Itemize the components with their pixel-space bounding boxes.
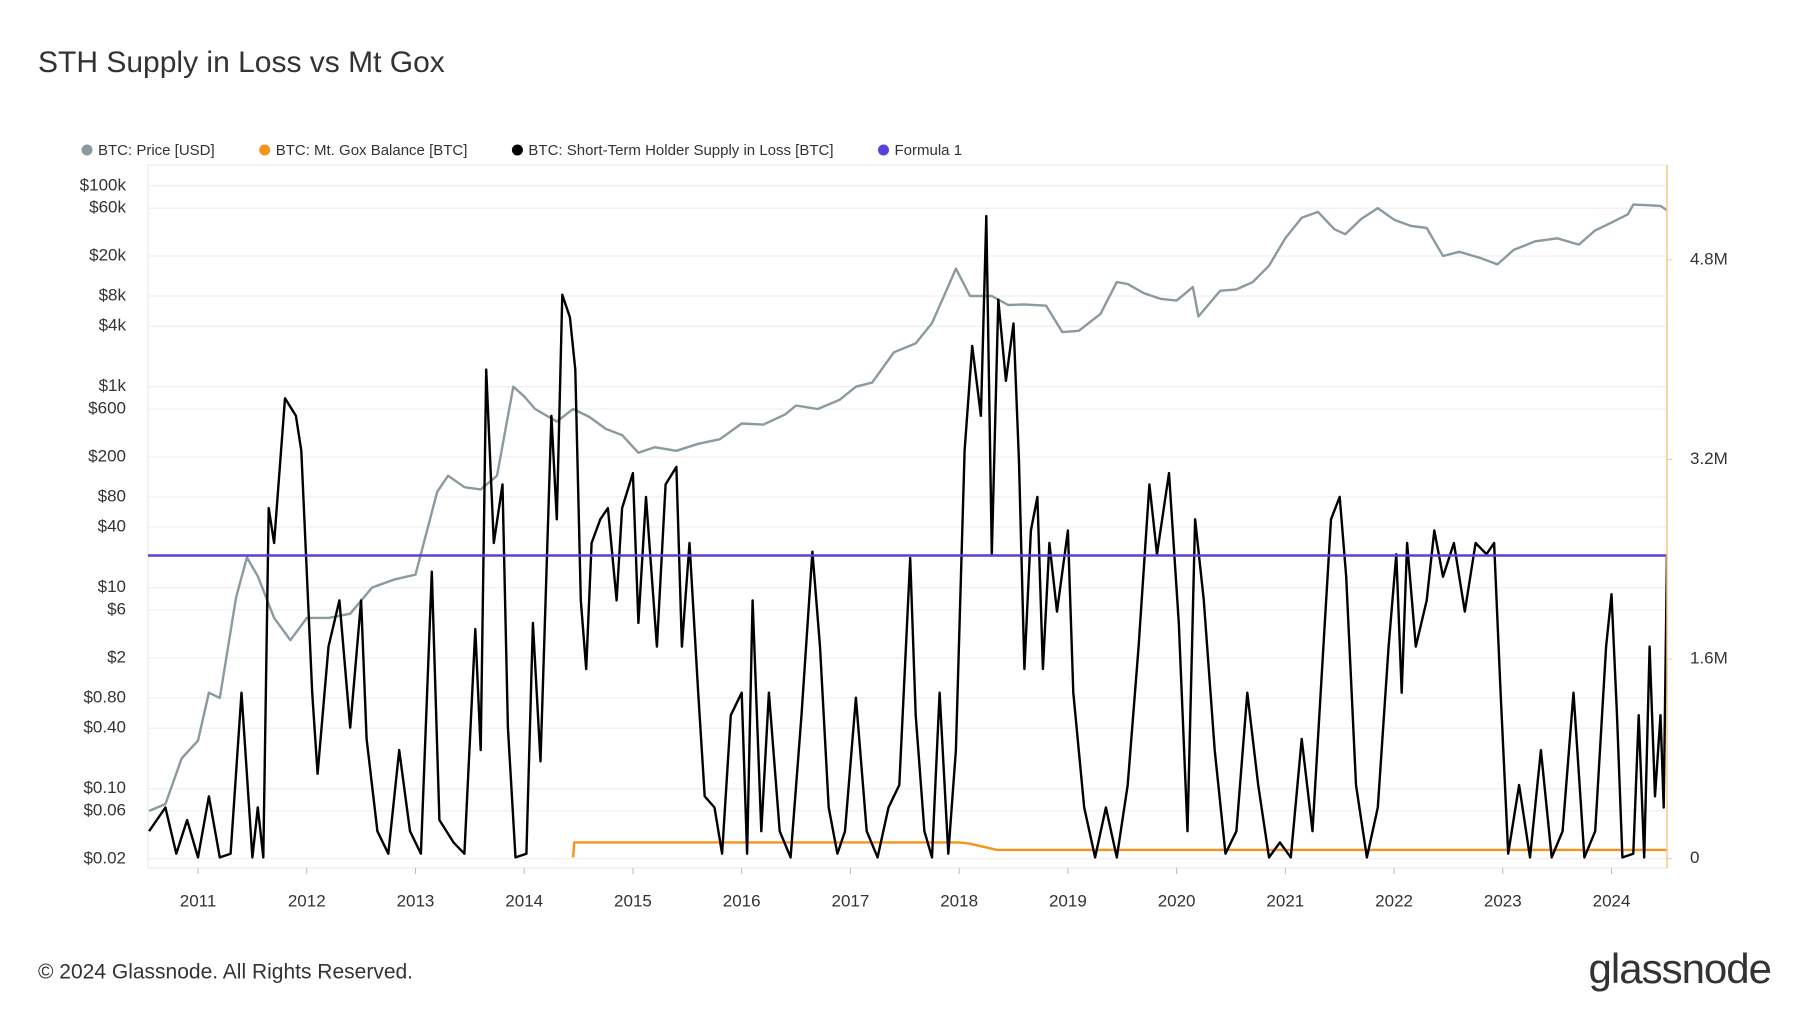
x-tick-label: 2019	[1049, 891, 1087, 910]
x-tick-label: 2020	[1158, 891, 1196, 910]
y-tick-label: $0.80	[83, 687, 126, 706]
x-tick-label: 2013	[397, 891, 435, 910]
series-line	[148, 214, 1667, 859]
x-tick-label: 2016	[723, 891, 761, 910]
series-line	[148, 203, 1667, 813]
x-tick-label: 2021	[1266, 891, 1304, 910]
x-tick-label: 2018	[940, 891, 978, 910]
y-tick-label: $0.40	[83, 718, 126, 737]
y-tick-label: $10	[98, 577, 126, 596]
y-tick-label: $60k	[89, 198, 126, 217]
legend-marker	[81, 144, 93, 156]
x-tick-label: 2014	[505, 891, 543, 910]
x-tick-label: 2022	[1375, 891, 1413, 910]
x-tick-label: 2012	[288, 891, 326, 910]
plot-lines	[148, 203, 1667, 859]
y2-tick-label: 4.8M	[1690, 249, 1728, 268]
x-tick-label: 2017	[832, 891, 870, 910]
y-tick-label: $200	[88, 446, 126, 465]
y-tick-label: $80	[98, 486, 126, 505]
legend-label: BTC: Short-Term Holder Supply in Loss [B…	[528, 142, 833, 159]
legend-marker	[511, 144, 523, 156]
y-tick-label: $4k	[99, 316, 127, 335]
legend: BTC: Price [USD] BTC: Mt. Gox Balance [BT…	[81, 142, 963, 159]
chart-title: STH Supply in Loss vs Mt Gox	[38, 46, 445, 79]
x-tick-label: 2015	[614, 891, 652, 910]
y-tick-label: $8k	[99, 285, 127, 304]
y-tick-label: $600	[88, 398, 126, 417]
y-tick-label: $0.10	[83, 778, 126, 797]
y-tick-label: $100k	[80, 175, 127, 194]
x-tick-label: 2023	[1484, 891, 1522, 910]
y-tick-label: $0.02	[83, 848, 126, 867]
y-tick-label: $6	[107, 599, 126, 618]
y2-tick-label: 0	[1690, 848, 1699, 867]
y2-tick-label: 1.6M	[1690, 649, 1728, 668]
legend-marker	[878, 144, 890, 156]
footer: © 2024 Glassnode. All Rights Reserved.	[38, 961, 413, 984]
y-tick-label: $0.06	[83, 800, 126, 819]
y2-tick-label: 3.2M	[1690, 449, 1728, 468]
y-tick-label: $1k	[99, 376, 127, 395]
axes: $0.02 $0.06 $0.10 $0.40 $0.80 $2 $6 $10 $40 $80 $2…	[80, 165, 1728, 910]
brand-logo: glassnode	[1589, 945, 1771, 992]
y-tick-label: $2	[107, 647, 126, 666]
legend-label: BTC: Mt. Gox Balance [BTC]	[276, 142, 468, 159]
x-tick-label: 2024	[1593, 891, 1631, 910]
y-tick-label: $20k	[89, 245, 126, 264]
y-tick-label: $40	[98, 517, 126, 536]
legend-label: BTC: Price [USD]	[98, 142, 215, 159]
x-tick-label: 2011	[180, 891, 217, 910]
legend-label: Formula 1	[895, 142, 963, 159]
legend-marker	[259, 144, 271, 156]
